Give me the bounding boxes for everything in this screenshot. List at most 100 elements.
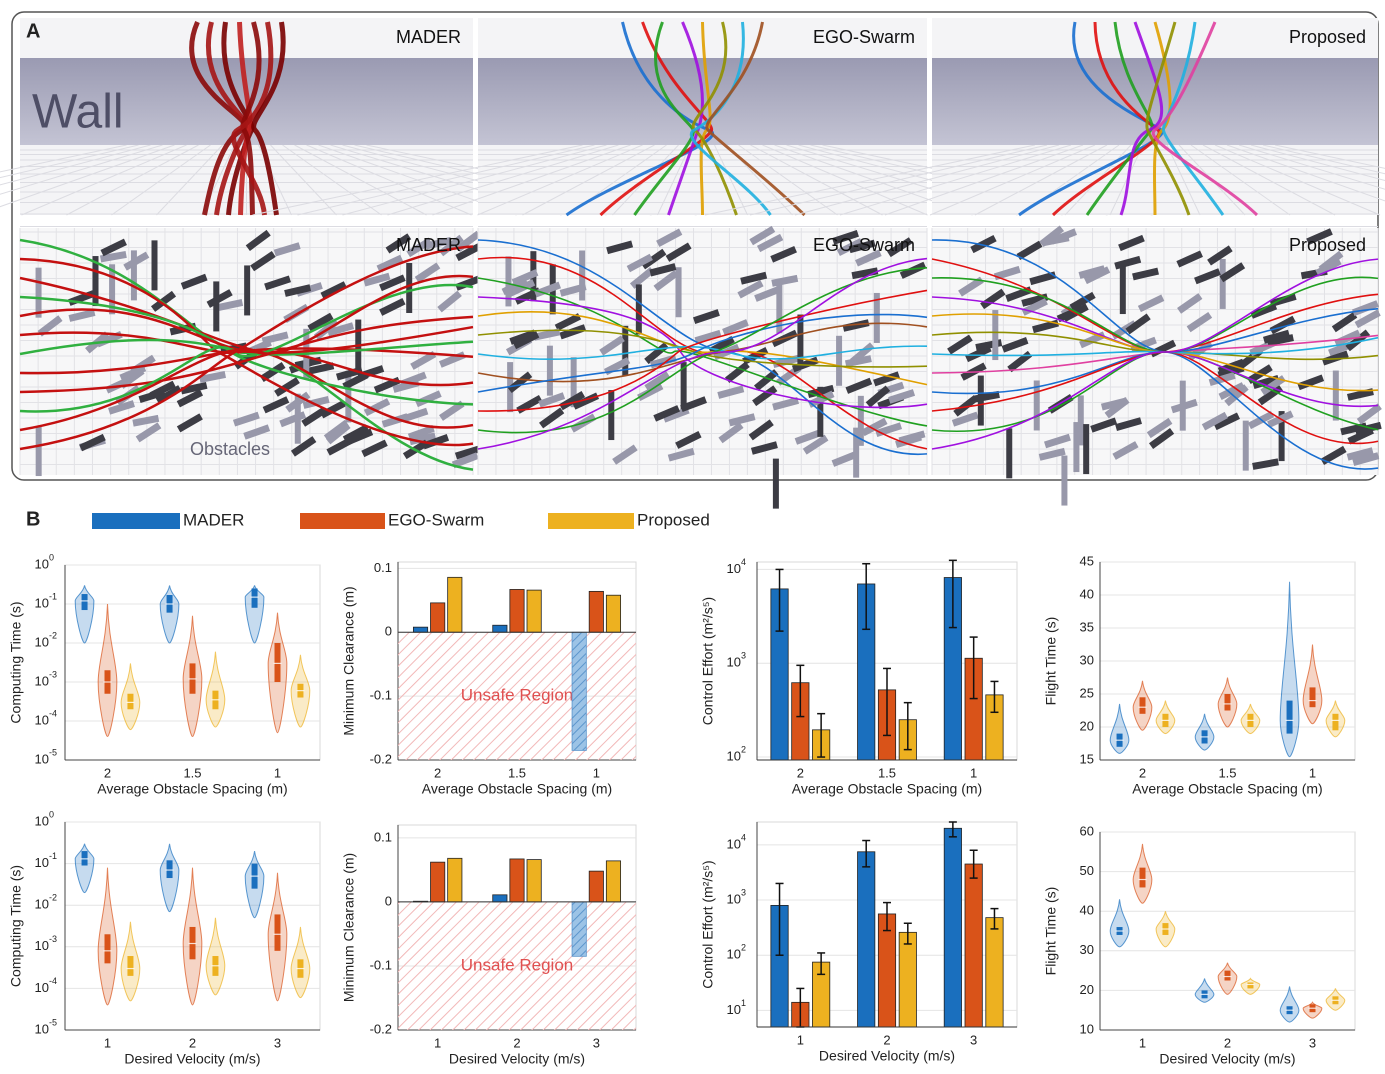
obstacle: [1250, 302, 1278, 319]
y-tick-exponent: 4: [741, 557, 746, 567]
obstacle: [1260, 375, 1286, 396]
obstacle: [406, 237, 433, 258]
violin-box: [1247, 982, 1254, 989]
y-tick-label: 10: [727, 836, 741, 851]
obstacle: [1090, 417, 1118, 433]
obstacle: [176, 413, 203, 433]
obstacle: [951, 411, 979, 427]
obstacle: [776, 283, 783, 334]
trajectory: [690, 21, 772, 216]
obstacle: [606, 240, 634, 255]
obstacle: [379, 298, 406, 316]
x-tick-label: 3: [593, 1035, 600, 1050]
obstacle: [1346, 447, 1374, 461]
obstacle: [455, 242, 482, 262]
obstacle: [1262, 329, 1290, 344]
violin-box: [127, 956, 134, 976]
obstacle: [1219, 258, 1226, 309]
obstacle: [1242, 420, 1249, 471]
bar: [605, 860, 622, 903]
legend-swatch: [92, 513, 180, 529]
obstacle: [1170, 398, 1198, 414]
obstacle: [599, 335, 625, 356]
x-tick-label: 2: [883, 1032, 890, 1047]
floor-grid: [749, 144, 1048, 216]
violin-box: [1224, 970, 1231, 981]
floor-grid: [294, 144, 427, 216]
obstacle: [1146, 417, 1173, 439]
floor-grid: [0, 144, 139, 179]
obstacle: [409, 432, 437, 446]
x-axis-label: Average Obstacle Spacing (m): [422, 781, 612, 797]
obstacle: [637, 382, 664, 402]
obstacle: [534, 281, 562, 298]
floor-grid: [1166, 144, 1201, 216]
bar: [571, 631, 587, 751]
obstacle: [1061, 455, 1068, 506]
violin-box: [127, 693, 134, 710]
trajectory: [1051, 21, 1161, 217]
obstacle: [1207, 245, 1233, 266]
obstacle: [130, 250, 137, 301]
floor-grid: [252, 144, 583, 216]
obstacle: [772, 397, 800, 411]
obstacle: [1078, 265, 1106, 279]
panel-a: MADER MADER EGO-Swarm EGO-Swarm Proposed Prop…: [0, 18, 1385, 509]
y-tick-exponent: 3: [741, 887, 746, 897]
obstacle: [722, 319, 749, 336]
legend-swatch: [300, 513, 385, 529]
obstacle: [1354, 309, 1381, 329]
violin: [74, 585, 95, 644]
obstacle: [1347, 427, 1374, 445]
obstacle: [1038, 447, 1066, 461]
floor-grid: [0, 144, 163, 195]
floor-grid: [477, 144, 643, 216]
floor-grid: [839, 144, 1072, 216]
x-tick-label: 2: [513, 1035, 520, 1050]
y-tick-label: 10: [35, 813, 49, 828]
obstacle: [1176, 250, 1203, 268]
obstacle: [213, 281, 220, 332]
obstacle: [865, 385, 891, 408]
violin: [74, 843, 95, 894]
render-title: MADER: [396, 235, 461, 255]
obstacle: [1077, 395, 1084, 446]
obstacle: [245, 229, 271, 251]
y-tick-label: 0: [385, 893, 392, 908]
obstacle: [644, 371, 671, 392]
x-tick-label: 1: [1139, 1035, 1146, 1050]
bar: [605, 594, 622, 633]
floor-grid: [884, 144, 1084, 216]
obstacle: [1315, 258, 1342, 277]
region-label: Unsafe Region: [461, 686, 573, 705]
y-axis-label: Control Effort (m²/s⁵): [700, 860, 716, 988]
obstacle: [635, 284, 642, 335]
obstacle: [675, 267, 682, 318]
trajectory: [477, 313, 928, 393]
obstacle: [958, 276, 984, 297]
obstacle: [119, 364, 147, 382]
y-tick-exponent: -1: [49, 851, 57, 861]
violin-box: [274, 643, 281, 682]
y-tick-label: -0.2: [370, 1021, 392, 1036]
y-axis-label: Minimum Clearance (m): [341, 586, 357, 735]
obstacle: [953, 395, 979, 417]
floor-grid: [1226, 144, 1385, 202]
trajectory: [931, 258, 1379, 450]
y-tick-label: 45: [1080, 553, 1094, 568]
trajectory: [1145, 21, 1191, 216]
y-tick-label: 10: [35, 751, 49, 766]
x-tick-label: 1.5: [183, 765, 201, 780]
obstacles-label: Obstacles: [190, 439, 270, 459]
obstacle: [807, 390, 835, 408]
obstacle: [753, 369, 779, 391]
x-tick-label: 2: [189, 1035, 196, 1050]
render-title: Proposed: [1289, 27, 1366, 47]
bar: [964, 863, 983, 1028]
obstacle: [514, 287, 542, 305]
render-title: Proposed: [1289, 235, 1366, 255]
obstacle: [1269, 293, 1297, 308]
obstacle: [439, 400, 465, 421]
bar: [526, 859, 542, 903]
obstacle: [570, 357, 577, 408]
